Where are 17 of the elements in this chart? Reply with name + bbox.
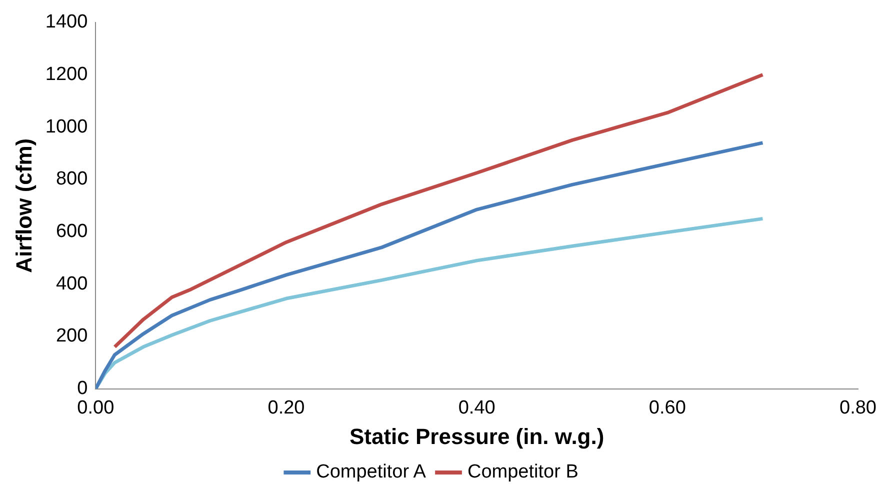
y-tick-label: 1000	[45, 116, 88, 138]
y-tick-label: 1200	[45, 64, 88, 85]
legend-label: Competitor A	[316, 462, 426, 483]
y-tick-label: 800	[56, 168, 88, 190]
legend-label: Competitor B	[468, 462, 578, 483]
x-tick-label: 0.00	[77, 397, 114, 418]
y-tick-label: 600	[56, 221, 88, 242]
y-tick-label: 0	[77, 378, 88, 400]
y-tick-label: 200	[56, 326, 88, 347]
x-tick-label: 0.60	[648, 397, 686, 418]
x-tick-label: 0.80	[840, 397, 876, 418]
y-axis-title: Airflow (cfm)	[11, 138, 36, 273]
y-tick-label: 1400	[45, 12, 88, 33]
x-axis-title: Static Pressure (in. w.g.)	[349, 424, 604, 449]
y-tick-label: 400	[56, 273, 88, 294]
x-tick-label: 0.40	[458, 397, 496, 418]
x-tick-label: 0.20	[268, 397, 305, 418]
